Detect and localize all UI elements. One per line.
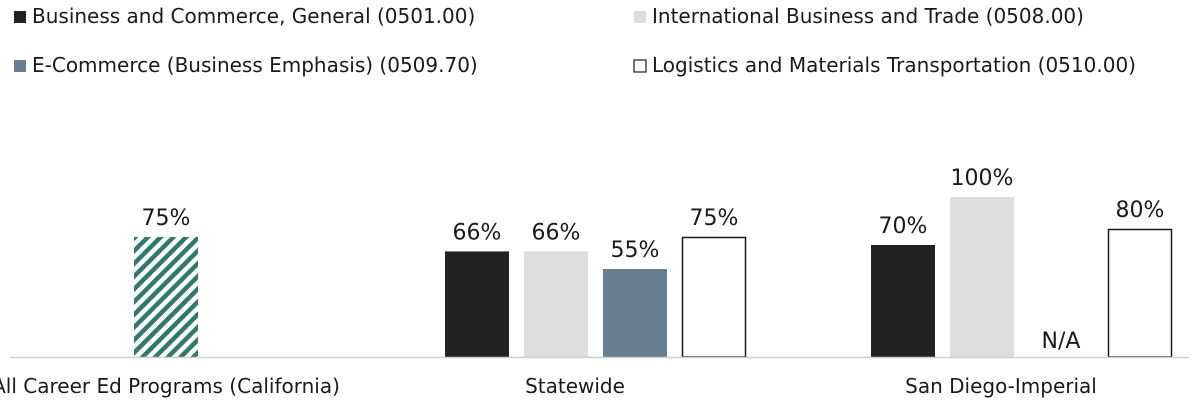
legend-entry: E-Commerce (Business Emphasis) (0509.70) [32,53,478,77]
legend-swatch [633,59,647,73]
plot-area: 75% 66% 70% 66% 100% 55% N/A 75% 80% [134,166,1173,358]
category-label: Statewide [525,374,625,398]
na-label: N/A [1042,329,1081,354]
legend-entry: Logistics and Materials Transportation (… [652,53,1136,77]
legend-swatch [14,11,26,23]
bar [871,245,935,357]
data-label: 70% [879,214,928,239]
data-label: 80% [1116,198,1165,223]
legend-swatch [14,60,26,72]
bar [445,251,509,357]
data-label: 75% [690,206,739,231]
category-label: All Career Ed Programs (California) [0,374,340,398]
data-label: 55% [611,238,660,263]
category-axis: All Career Ed Programs (California) State… [0,374,1097,398]
bar [950,197,1014,357]
legend: Business and Commerce, General (0501.00)… [14,4,1136,77]
bar [524,251,588,357]
bar [1107,228,1173,358]
data-label: 66% [453,220,502,245]
data-label: 100% [951,166,1014,191]
bar [603,269,667,357]
bar [681,236,747,358]
legend-entry: International Business and Trade (0508.0… [652,4,1084,28]
data-label: 66% [532,220,581,245]
legend-swatch [634,11,646,23]
data-label: 75% [142,206,191,231]
category-label: San Diego-Imperial [905,374,1097,398]
benchmark-bar [134,237,198,357]
legend-entry: Business and Commerce, General (0501.00) [32,4,475,28]
